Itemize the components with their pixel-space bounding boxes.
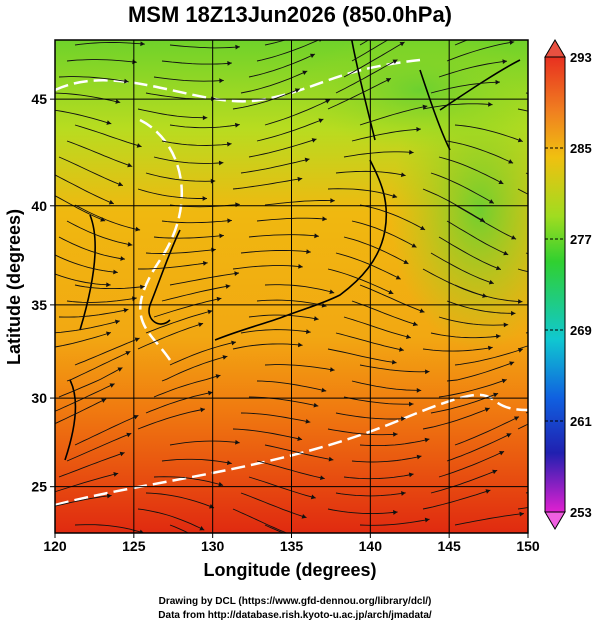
y-tick-label: 40 — [31, 198, 47, 214]
x-tick-label: 125 — [122, 538, 146, 554]
streamline-arrow — [590, 261, 594, 266]
cool-region — [300, 30, 540, 150]
colorbar-tick-label: 253 — [570, 505, 592, 520]
streamline-arrow — [590, 103, 595, 108]
y-tick-label: 45 — [31, 91, 47, 107]
streamline-arrow — [227, 553, 232, 557]
x-tick-label: 145 — [437, 538, 461, 554]
streamline-arrow — [584, 382, 589, 386]
colorbar-min-extension — [545, 512, 565, 529]
streamline-arrow — [583, 274, 588, 279]
y-tick-label: 25 — [31, 479, 47, 495]
streamline — [534, 462, 599, 478]
streamline-arrow — [517, 23, 522, 28]
streamline-arrow — [595, 177, 599, 182]
colorbar-tick-label: 293 — [570, 50, 592, 65]
colorbar-tick-label: 261 — [570, 414, 592, 429]
x-axis-label: Longitude (degrees) — [203, 560, 376, 580]
streamline-arrow — [591, 482, 595, 487]
map-title: MSM 18Z13Jun2026 (850.0hPa) — [128, 2, 452, 27]
y-tick-label: 30 — [31, 390, 47, 406]
streamline-arrow — [589, 313, 594, 318]
streamline — [534, 157, 599, 180]
x-tick-label: 150 — [516, 538, 540, 554]
x-tick-label: 140 — [359, 538, 383, 554]
colorbar-tick-label: 277 — [570, 232, 592, 247]
streamline-arrow — [326, 545, 331, 550]
x-tick-label: 130 — [201, 538, 225, 554]
streamline — [534, 77, 599, 87]
colorbar-max-extension — [545, 40, 565, 57]
streamline-arrow — [576, 398, 581, 402]
streamline-arrow — [578, 212, 583, 217]
streamline-arrow — [592, 366, 597, 370]
streamline-arrow — [581, 123, 586, 128]
credit-line: Data from http://database.rish.kyoto-u.a… — [158, 610, 432, 621]
streamline — [534, 302, 599, 317]
streamline — [550, 525, 599, 546]
colorbar: 293 285 277 269 261 253 — [545, 40, 592, 529]
streamline-arrow — [586, 195, 591, 200]
x-tick-label: 135 — [280, 538, 304, 554]
colorbar-body — [545, 57, 565, 512]
colorbar-tick-label: 285 — [570, 141, 592, 156]
credit-line: Drawing by DCL (https://www.gfd-dennou.o… — [159, 596, 432, 607]
plot-area — [43, 10, 599, 558]
y-tick-label: 35 — [31, 297, 47, 313]
y-axis-label: Latitude (degrees) — [4, 209, 24, 365]
x-tick-label: 120 — [43, 538, 67, 554]
colorbar-tick-label: 269 — [570, 323, 592, 338]
